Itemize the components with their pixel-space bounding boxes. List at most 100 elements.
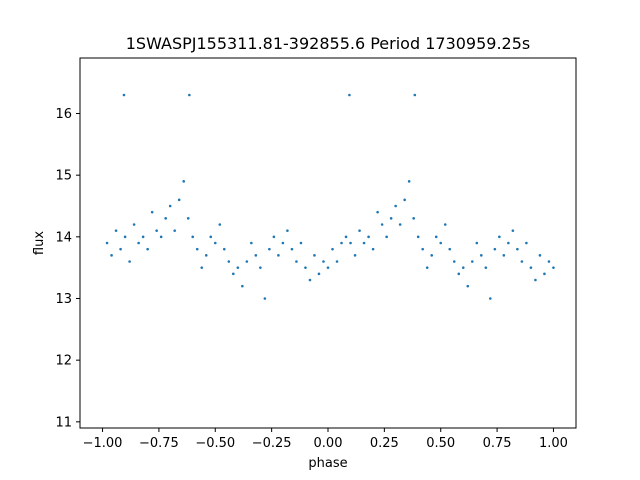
data-point (353, 254, 357, 257)
data-point (434, 235, 438, 239)
data-point (213, 241, 217, 245)
data-point (204, 254, 208, 257)
data-point (348, 93, 351, 97)
data-point (493, 247, 497, 251)
data-point (421, 247, 424, 251)
data-point (250, 241, 253, 245)
data-point (552, 266, 555, 269)
data-point (425, 266, 429, 269)
data-point (290, 247, 294, 251)
data-point (159, 235, 163, 239)
data-point (281, 241, 285, 245)
x-axis-label: phase (308, 456, 347, 471)
data-point (119, 247, 122, 251)
data-point (236, 266, 240, 269)
data-point (413, 93, 417, 97)
data-point (439, 241, 443, 245)
data-point (380, 223, 384, 226)
data-point (344, 235, 348, 239)
data-point (222, 247, 226, 251)
data-point (123, 235, 127, 239)
data-point (146, 247, 149, 251)
y-tick-label: 11 (55, 415, 72, 430)
data-point (191, 235, 195, 239)
data-point (164, 217, 167, 220)
x-tick-label: −1.00 (83, 436, 123, 451)
data-points (105, 93, 555, 300)
data-point (516, 247, 519, 251)
data-point (232, 272, 235, 276)
x-tick-label: 0.00 (314, 436, 343, 451)
data-point (416, 235, 420, 239)
data-point (137, 241, 140, 245)
data-point (534, 278, 537, 282)
y-tick-label: 14 (55, 230, 72, 245)
x-tick-label: −0.75 (139, 436, 179, 451)
data-point (335, 260, 339, 263)
data-point (403, 198, 406, 202)
data-point (295, 260, 298, 263)
data-point (286, 229, 289, 232)
data-point (186, 217, 190, 220)
data-point (188, 93, 191, 97)
data-point (394, 204, 397, 208)
y-tick-label: 13 (55, 292, 72, 307)
data-point (502, 254, 506, 257)
data-point (304, 266, 307, 269)
data-point (452, 260, 456, 263)
data-point (543, 272, 546, 276)
data-point (489, 297, 492, 300)
data-point (529, 266, 533, 269)
data-point (470, 260, 474, 263)
data-point (313, 254, 316, 257)
x-tick-label: 0.75 (483, 436, 512, 451)
data-point (511, 229, 515, 232)
data-point (461, 266, 465, 269)
data-point (457, 272, 461, 276)
data-point (150, 210, 154, 214)
y-tick-label: 12 (55, 354, 72, 369)
data-point (200, 266, 204, 269)
data-point (132, 223, 136, 226)
data-point (241, 284, 244, 288)
data-point (448, 247, 452, 251)
data-point (371, 247, 375, 251)
chart-title: 1SWASPJ155311.81-392855.6 Period 1730959… (126, 34, 531, 53)
data-point (182, 180, 186, 183)
data-point (520, 260, 524, 263)
y-axis-label: flux (32, 231, 47, 255)
data-point (430, 254, 434, 257)
data-point (105, 241, 109, 245)
data-point (227, 260, 231, 263)
data-point (308, 278, 312, 282)
y-tick-label: 16 (55, 107, 72, 122)
data-point (340, 241, 343, 245)
data-point (122, 93, 126, 97)
data-point (263, 297, 267, 300)
data-point (155, 229, 158, 232)
y-axis: 11 12 13 14 15 16 (55, 107, 80, 430)
data-point (110, 254, 113, 257)
data-point (389, 217, 393, 220)
data-point (507, 241, 510, 245)
x-tick-label: 1.00 (539, 436, 568, 451)
data-point (443, 223, 447, 226)
x-tick-label: −0.25 (252, 436, 292, 451)
data-point (209, 235, 213, 239)
data-point (177, 198, 181, 202)
data-point (362, 241, 366, 245)
data-point (398, 223, 402, 226)
data-point (547, 260, 551, 263)
data-point (475, 241, 479, 245)
data-point (195, 247, 199, 251)
data-point (376, 210, 379, 214)
data-point (331, 247, 334, 251)
data-point (218, 223, 222, 226)
plot-frame (79, 57, 577, 429)
data-point (498, 235, 501, 239)
data-point (322, 260, 325, 263)
data-point (525, 241, 528, 245)
data-point (412, 217, 415, 220)
data-point (168, 204, 172, 208)
y-tick-label: 15 (55, 169, 72, 184)
